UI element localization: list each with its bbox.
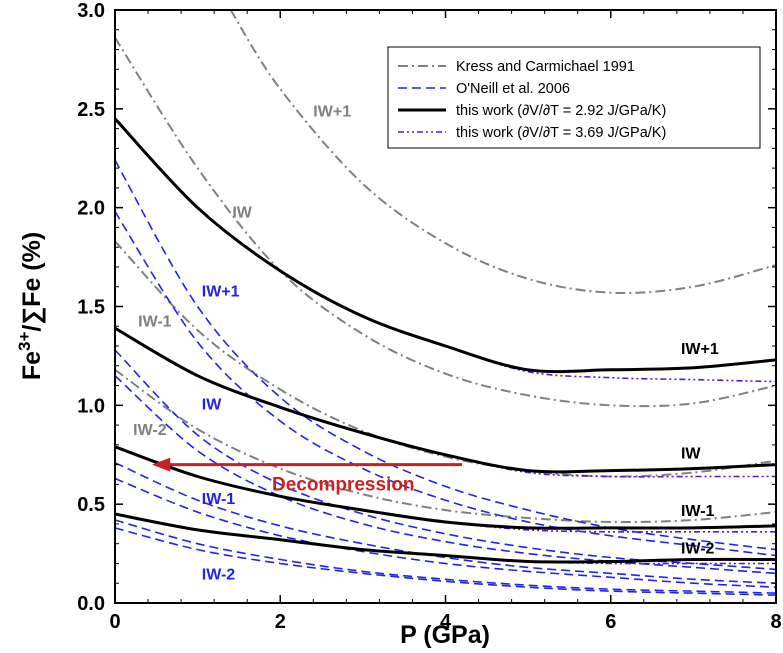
series-line-tw2-14	[115, 446, 776, 533]
curve-label: IW	[232, 205, 252, 222]
series-line-on-5	[115, 211, 776, 557]
y-tick-label: 1.0	[77, 395, 105, 417]
curve-label: IW-2	[202, 566, 236, 583]
curve-label: IW-1	[138, 313, 172, 330]
y-axis-title-superscript: 3+	[15, 332, 34, 351]
y-tick-label: 0.5	[77, 494, 105, 516]
x-axis-title: P (GPa)	[400, 621, 490, 649]
y-axis-title: Fe3+/∑Fe (%)	[15, 232, 46, 380]
curve-label: IW-2	[133, 422, 167, 439]
y-tick-label: 2.5	[77, 99, 105, 121]
series-line-on-8	[115, 461, 776, 584]
series-line-tw2-12	[115, 118, 776, 383]
curve-label: IW-1	[681, 503, 715, 520]
curve-labels: IW+1 IW IW-1 IW-2 IW+1 IW IW-1 IW-2 IW+1 IW IW-1 IW…	[133, 104, 719, 584]
axis-ticks: 0 2 4 6 8 0.0 0.5 1.0 1.5 2.0 2.5 3.0	[77, 0, 781, 633]
curve-label: IW	[681, 446, 701, 463]
series-line-kc-1	[115, 37, 776, 408]
y-axis-title-base: Fe	[18, 351, 46, 380]
y-axis-title-rest: /∑Fe (%)	[18, 232, 46, 332]
legend-label-tw2: this work (∂V/∂T = 3.69 J/GPa/K)	[456, 125, 666, 141]
legend-label-tw1: this work (∂V/∂T = 2.92 J/GPa/K)	[456, 103, 666, 119]
series-line-kc-3	[115, 368, 776, 524]
series-line-tw1-16	[115, 117, 776, 374]
series-line-tw2-13	[115, 327, 776, 478]
series-line-on-6	[115, 349, 776, 571]
y-tick-label: 1.5	[77, 297, 105, 319]
curve-label: IW	[202, 396, 222, 413]
curve-label: IW+1	[202, 284, 240, 301]
curve-label: IW+1	[313, 104, 351, 121]
curve-label: IW-2	[681, 541, 715, 558]
series-line-on-10	[115, 519, 776, 594]
series-line-tw1-19	[115, 512, 776, 564]
legend: Kress and Carmichael 1991 O'Neill et al. …	[387, 46, 761, 149]
plot-frame	[114, 9, 777, 604]
x-tick-label: 2	[275, 611, 286, 633]
series-line-tw1-17	[115, 326, 776, 474]
y-tick-label: 2.0	[77, 198, 105, 220]
series-line-on-9	[115, 477, 776, 588]
series-line-on-7	[115, 375, 776, 575]
legend-label-kc: Kress and Carmichael 1991	[456, 59, 635, 75]
legend-label-on: O'Neill et al. 2006	[456, 81, 570, 97]
x-tick-label: 8	[770, 611, 781, 633]
decompression-arrow-head	[152, 457, 171, 472]
x-tick-label: 0	[109, 611, 120, 633]
y-tick-label: 0.0	[77, 593, 105, 615]
series-line-tw1-18	[115, 445, 776, 530]
legend-box	[387, 46, 761, 149]
y-tick-label: 3.0	[77, 0, 105, 22]
series-line-on-4	[115, 159, 776, 551]
decompression-arrow-group: Decompression	[152, 457, 463, 495]
curve-label: IW+1	[681, 341, 719, 358]
decompression-label: Decompression	[272, 474, 415, 495]
curve-label: IW-1	[202, 491, 236, 508]
series-line-kc-0	[229, 10, 776, 295]
x-tick-label: 6	[605, 611, 616, 633]
x-tick-label: 4	[440, 611, 452, 633]
series-line-kc-2	[115, 240, 776, 478]
curves-layer	[115, 10, 776, 596]
